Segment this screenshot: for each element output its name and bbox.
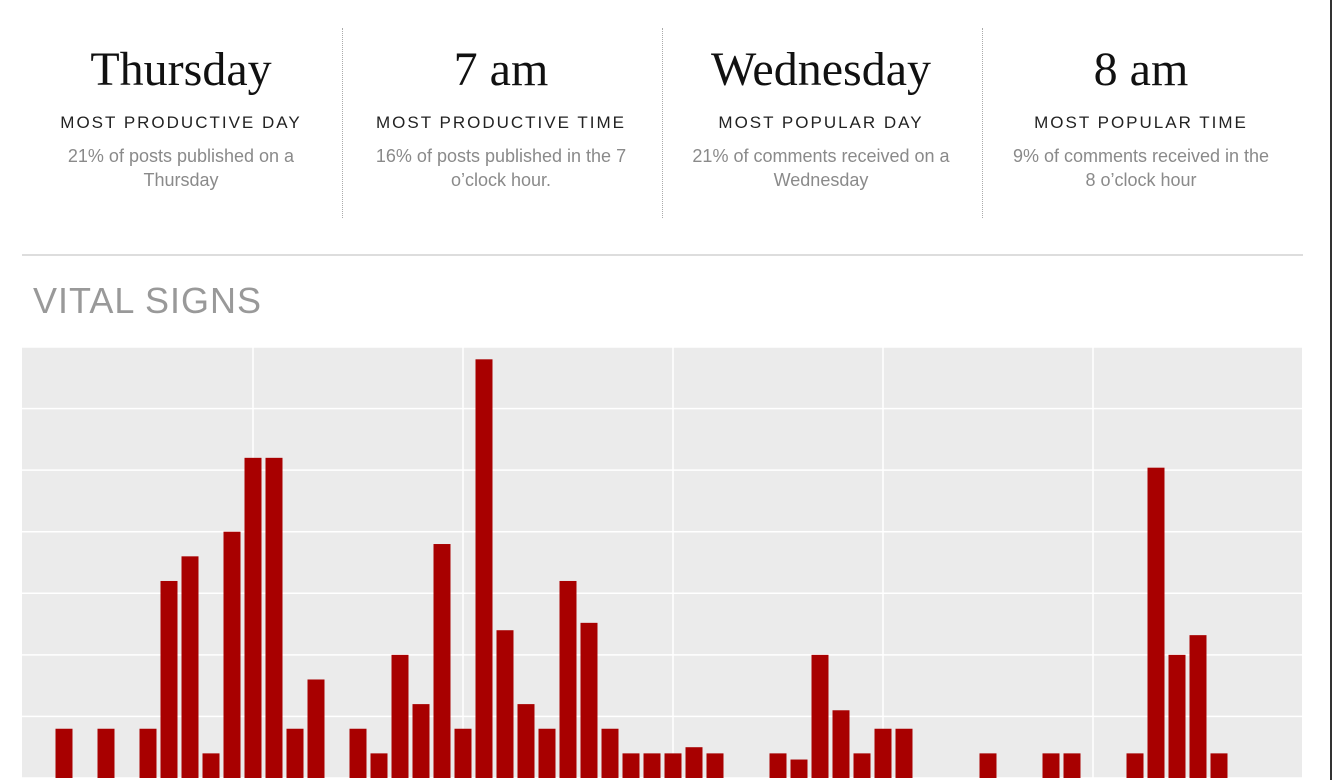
stat: 8 am MOST POPULAR TIME 9% of comments re… [981, 38, 1301, 192]
separator [662, 28, 663, 218]
bar [832, 710, 850, 778]
bar [580, 622, 598, 778]
bar [1210, 753, 1228, 778]
bar [1147, 467, 1165, 778]
bar [874, 728, 892, 778]
bar [265, 457, 283, 778]
bar [517, 704, 535, 778]
bar [55, 728, 73, 778]
stat-label: MOST PRODUCTIVE DAY [60, 113, 302, 132]
stat-description: 21% of comments received on a Wednesday [692, 146, 950, 190]
bar [202, 753, 220, 778]
window-edge [1330, 0, 1332, 780]
stat-label: MOST POPULAR TIME [1034, 113, 1248, 132]
bar [1168, 654, 1186, 778]
bar [1042, 753, 1060, 778]
separator [342, 28, 343, 218]
bar [139, 728, 157, 778]
separator [982, 28, 983, 218]
stat-title: 7 am [453, 43, 549, 96]
bar [685, 747, 703, 778]
bar [895, 728, 913, 778]
stat-title: Thursday [90, 43, 272, 96]
bar [706, 753, 724, 778]
bar [601, 728, 619, 778]
stat-description: 9% of comments received in the 8 o’clock… [1012, 146, 1270, 190]
stat: Wednesday MOST POPULAR DAY 21% of commen… [661, 38, 981, 192]
stat-title: Wednesday [710, 43, 932, 96]
bar [391, 654, 409, 778]
bar [475, 359, 493, 778]
bar [538, 728, 556, 778]
bar [1063, 753, 1081, 778]
stat-label: MOST PRODUCTIVE TIME [375, 113, 626, 132]
bar [664, 753, 682, 778]
bar [181, 556, 199, 778]
bar [223, 531, 241, 778]
bar [1189, 635, 1207, 778]
stat: 7 am MOST PRODUCTIVE TIME 16% of posts p… [341, 38, 661, 192]
section-title: VITAL SIGNS [33, 280, 263, 321]
bar [559, 580, 577, 778]
bar [454, 728, 472, 778]
stat: Thursday MOST PRODUCTIVE DAY 21% of post… [21, 38, 341, 192]
bar [97, 728, 115, 778]
stat-title: 8 am [1093, 43, 1189, 96]
bar [349, 728, 367, 778]
bar [811, 654, 829, 778]
stat-label: MOST POPULAR DAY [718, 113, 924, 132]
bar [160, 580, 178, 778]
bar [853, 753, 871, 778]
divider [22, 254, 1303, 256]
bar [643, 753, 661, 778]
vertical-grid [252, 347, 1094, 778]
bar [307, 679, 325, 778]
bar [979, 753, 997, 778]
plot-background [22, 347, 1302, 778]
bar [412, 704, 430, 778]
bar [433, 544, 451, 778]
bar [622, 753, 640, 778]
bar [370, 753, 388, 778]
bar [790, 759, 808, 778]
chart [22, 347, 1302, 778]
stat-description: 21% of posts published on a Thursday [67, 146, 295, 190]
bar [496, 630, 514, 778]
bar [286, 728, 304, 778]
bar [769, 753, 787, 778]
bar [1126, 753, 1144, 778]
stat-description: 16% of posts published in the 7 o’clock … [375, 146, 627, 190]
bar [244, 457, 262, 778]
